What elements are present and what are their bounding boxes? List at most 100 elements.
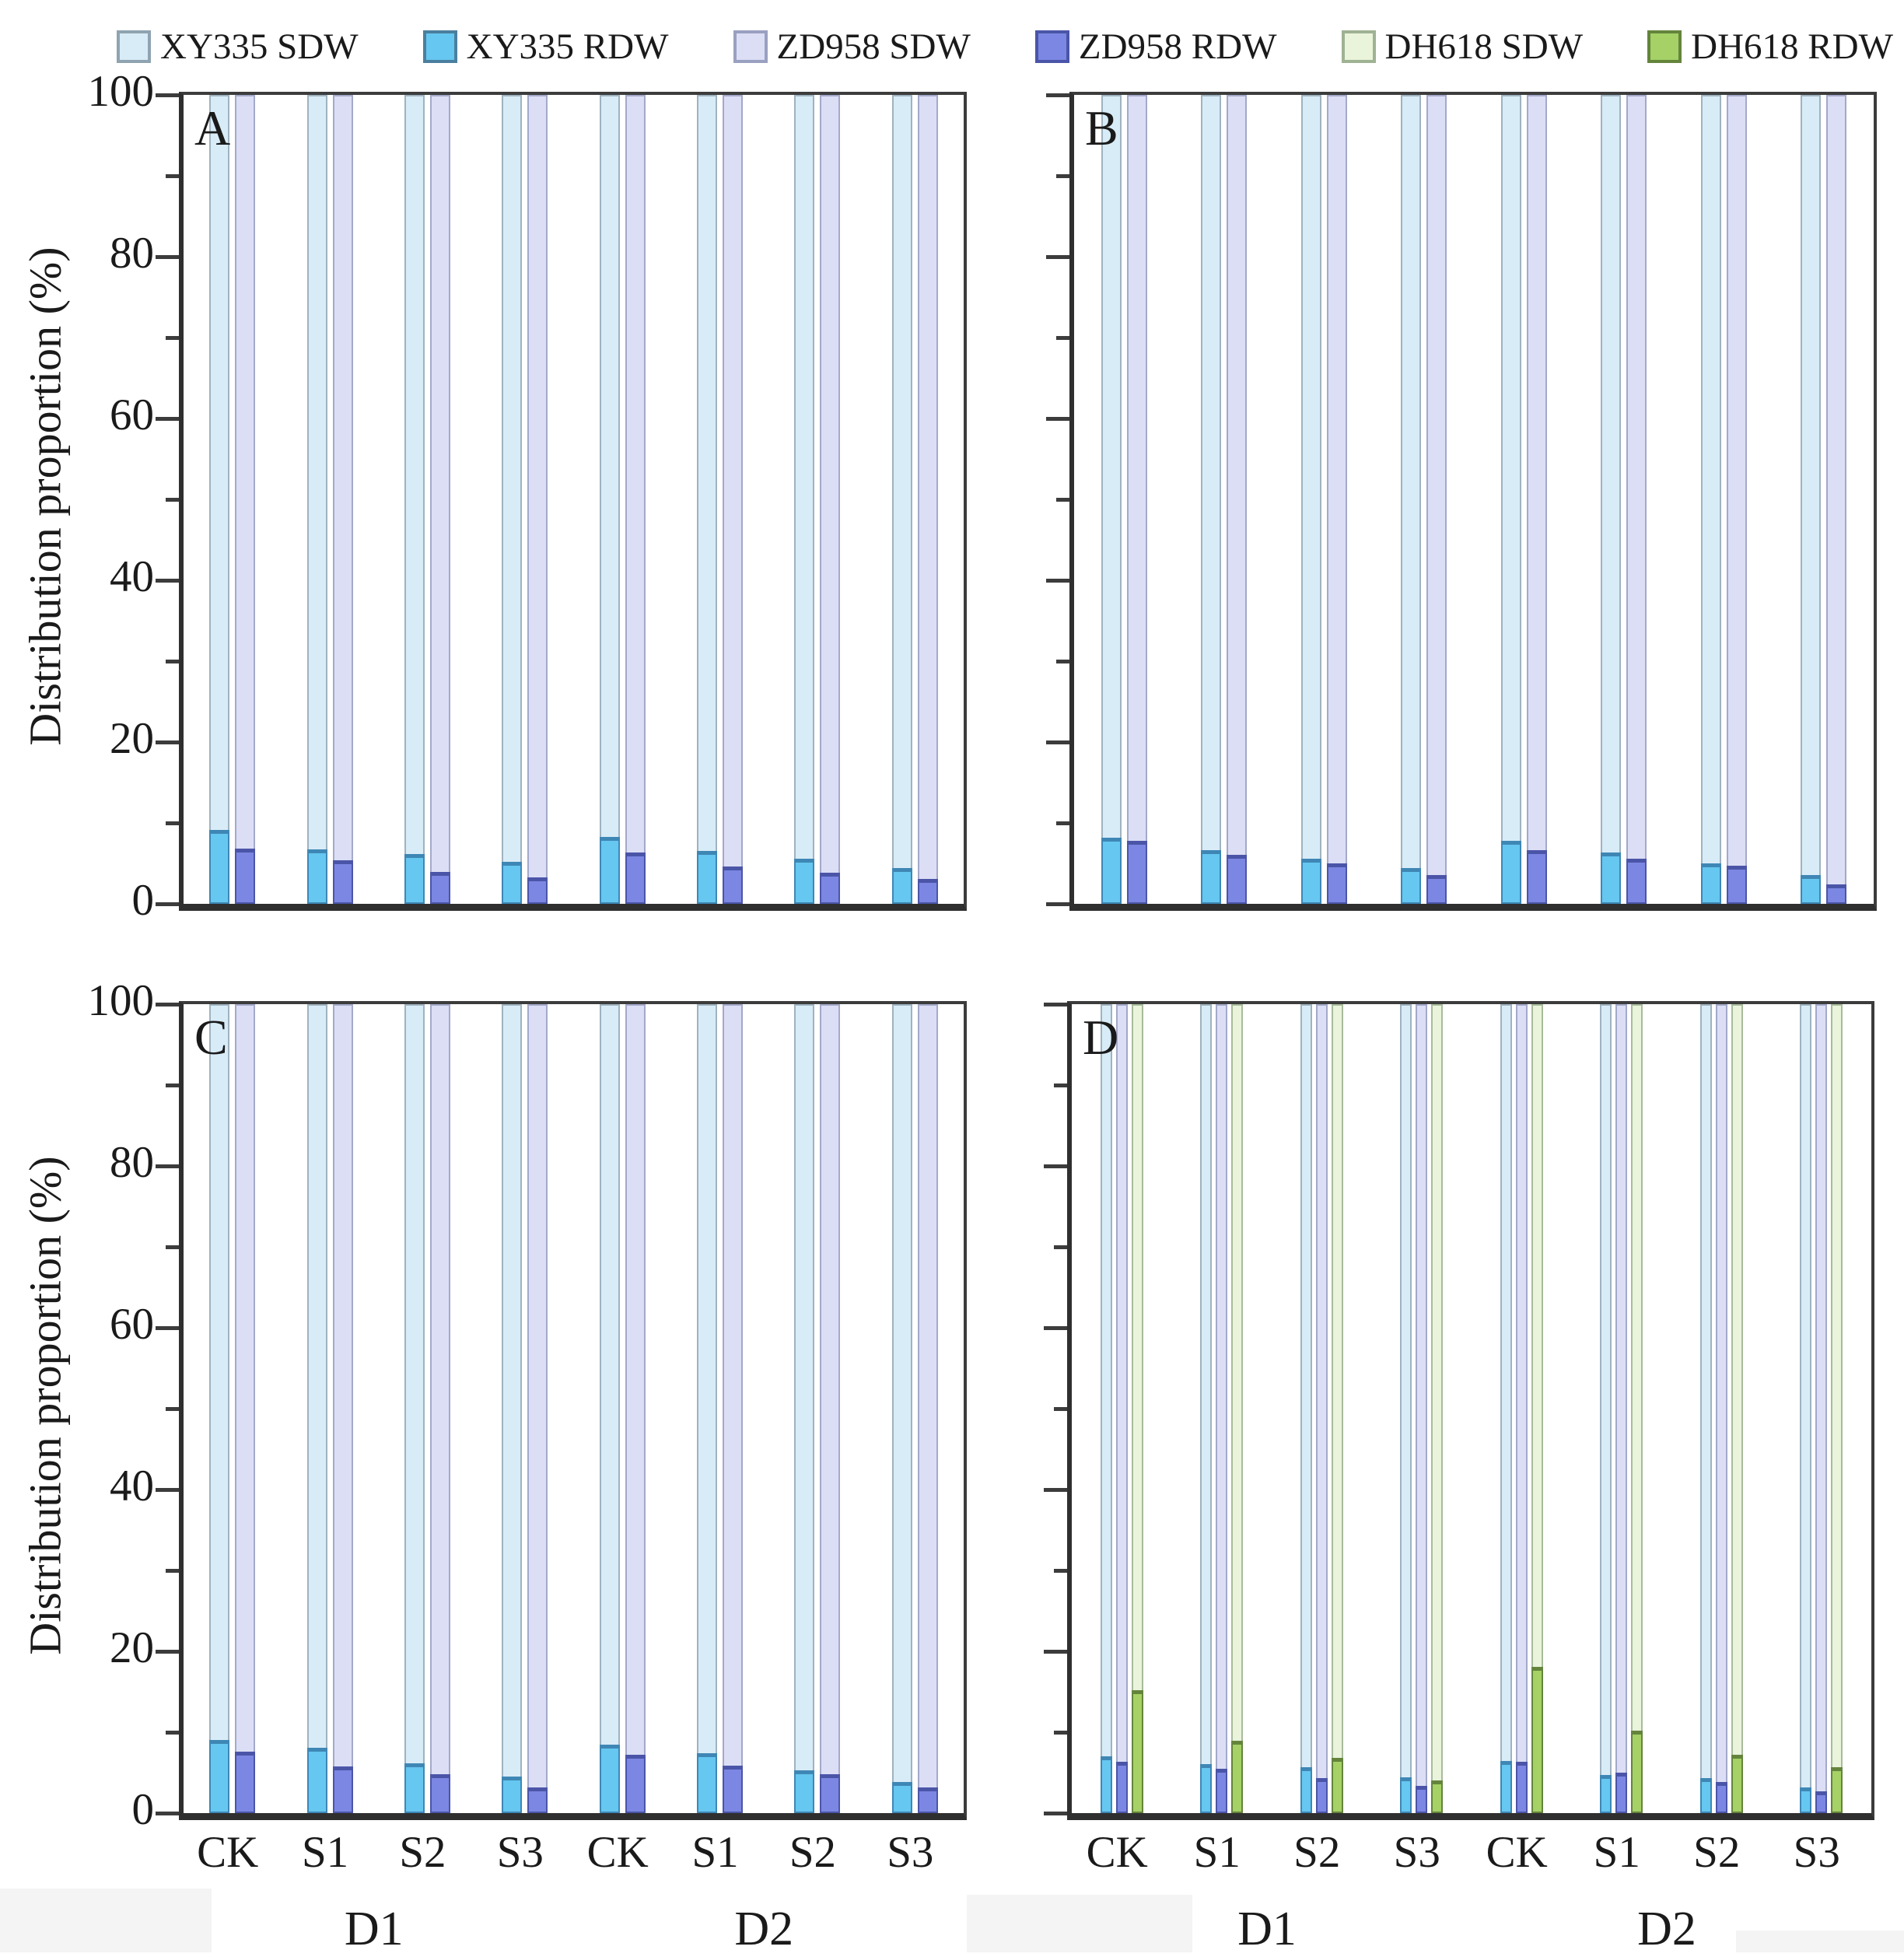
y-tick-40 — [1044, 1487, 1067, 1492]
y-tick-40 — [156, 1487, 179, 1492]
panel-D-bars — [1072, 1004, 1871, 1813]
bar-C-D2-S1-ZD958-sdw — [723, 1004, 744, 1813]
group-D1-S2 — [379, 95, 476, 904]
bar-A-D1-S3-XY335-sdw — [502, 95, 523, 904]
y-tick-60 — [1044, 1325, 1067, 1330]
group-D1-CK — [1074, 95, 1174, 904]
bar-D-D1-S1-DH618-sdw — [1231, 1004, 1244, 1813]
bar-D-D2-S2-XY335-rdw — [1699, 1778, 1712, 1813]
bar-C-D2-S2-XY335-sdw — [794, 1004, 815, 1813]
y-tick-label-100: 100 — [87, 976, 155, 1025]
bar-C-D1-S3-ZD958-rdw — [527, 1787, 548, 1813]
legend-item: ZD958 SDW — [733, 26, 971, 68]
bar-C-D1-S1-ZD958-rdw — [332, 1766, 353, 1813]
bar-A-D1-S1-ZD958-sdw — [332, 95, 353, 904]
legend-label: XY335 SDW — [160, 26, 359, 67]
bar-C-D2-S1-ZD958-rdw — [723, 1765, 744, 1813]
bar-A-D1-CK-ZD958-rdw — [235, 848, 256, 904]
bar-D-D1-S3-XY335-rdw — [1400, 1777, 1412, 1813]
bar-B-D2-S2-XY335-rdw — [1700, 863, 1721, 904]
bar-B-D2-S2-ZD958-rdw — [1726, 866, 1747, 904]
y-tick-100 — [1044, 1002, 1067, 1007]
bar-B-D1-S2-XY335-sdw — [1300, 95, 1321, 904]
x-label-S1: S1 — [691, 1828, 739, 1877]
x-label-S1: S1 — [301, 1828, 349, 1877]
panel-letter-B: B — [1085, 100, 1118, 156]
y-tick-label-20: 20 — [110, 714, 154, 763]
bar-A-D1-CK-XY335-rdw — [209, 829, 230, 904]
bar-D-D1-S3-ZD958-sdw — [1416, 1004, 1428, 1813]
bar-A-D2-S1-XY335-rdw — [697, 850, 718, 904]
bar-C-D1-CK-XY335-rdw — [209, 1739, 230, 1813]
bar-C-D2-CK-XY335-rdw — [599, 1744, 620, 1813]
legend-item: DH618 SDW — [1341, 26, 1584, 68]
legend-item: XY335 SDW — [117, 26, 359, 68]
y-tick-80 — [156, 254, 179, 259]
bar-D-D1-CK-ZD958-sdw — [1115, 1004, 1128, 1813]
bar-B-D1-S1-ZD958-sdw — [1227, 95, 1248, 904]
bar-C-D1-CK-XY335-sdw — [209, 1004, 230, 1813]
group-D1-S1 — [281, 95, 378, 904]
group-D1-S3 — [1372, 1004, 1472, 1813]
bar-B-D2-S3-XY335-sdw — [1801, 95, 1822, 904]
bar-D-D2-S1-ZD958-sdw — [1615, 1004, 1628, 1813]
bar-D-D2-CK-ZD958-sdw — [1515, 1004, 1528, 1813]
bar-D-D2-S3-DH618-sdw — [1831, 1004, 1843, 1813]
bar-A-D1-S2-ZD958-rdw — [429, 871, 450, 904]
bar-B-D2-CK-XY335-sdw — [1500, 95, 1521, 904]
bar-D-D2-S3-ZD958-rdw — [1815, 1791, 1828, 1813]
legend-label: DH618 SDW — [1384, 26, 1584, 67]
legend-item: ZD958 RDW — [1034, 26, 1277, 68]
bar-D-D2-CK-DH618-sdw — [1531, 1004, 1543, 1813]
bar-A-D2-CK-ZD958-rdw — [625, 852, 646, 904]
density-label-D1: D1 — [1237, 1903, 1297, 1955]
bar-C-D1-S1-XY335-sdw — [306, 1004, 327, 1813]
y-tick-0 — [156, 901, 179, 906]
panel-B-bars — [1074, 95, 1874, 904]
y-axis-title-top: Distribution proportion (%) — [19, 247, 71, 746]
bar-A-D2-S3-ZD958-sdw — [917, 95, 938, 904]
bar-B-D1-S1-ZD958-rdw — [1227, 854, 1248, 904]
bar-A-D2-CK-XY335-sdw — [599, 95, 620, 904]
bar-D-D2-S3-XY335-rdw — [1800, 1787, 1812, 1813]
bar-B-D1-CK-XY335-sdw — [1101, 95, 1122, 904]
bar-C-D1-S2-ZD958-sdw — [429, 1004, 450, 1813]
group-D2-S2 — [768, 1004, 866, 1813]
bar-B-D1-CK-ZD958-sdw — [1126, 95, 1147, 904]
bar-C-D2-S1-XY335-rdw — [697, 1753, 718, 1813]
legend-label: DH618 RDW — [1691, 26, 1893, 67]
legend-label: ZD958 RDW — [1078, 26, 1277, 67]
group-D1-CK — [1072, 1004, 1172, 1813]
y-tick-30 — [1056, 659, 1069, 663]
y-tick-0 — [1046, 901, 1069, 906]
y-tick-20 — [156, 1649, 179, 1654]
y-tick-40 — [1046, 578, 1069, 583]
y-tick-10 — [1056, 821, 1069, 825]
group-D1-S1 — [1174, 95, 1275, 904]
bar-B-D1-S2-ZD958-sdw — [1326, 95, 1347, 904]
bar-B-D1-CK-ZD958-rdw — [1126, 841, 1147, 904]
bar-D-D2-S3-ZD958-sdw — [1815, 1004, 1828, 1813]
bar-A-D1-S1-ZD958-rdw — [332, 860, 353, 904]
bar-C-D1-S3-XY335-rdw — [502, 1777, 523, 1813]
y-tick-50 — [166, 1406, 179, 1411]
legend-swatch-icon — [117, 30, 151, 63]
density-label-D2: D2 — [1637, 1903, 1696, 1955]
group-D2-CK — [1474, 95, 1574, 904]
y-tick-0 — [1044, 1811, 1067, 1815]
bar-D-D2-S2-XY335-sdw — [1699, 1004, 1712, 1813]
bar-A-D2-CK-XY335-rdw — [599, 837, 620, 904]
bar-A-D1-CK-XY335-sdw — [209, 95, 230, 904]
bar-B-D2-S3-ZD958-sdw — [1826, 95, 1847, 904]
bar-D-D1-S3-DH618-sdw — [1431, 1004, 1444, 1813]
y-tick-50 — [1054, 1406, 1067, 1411]
bar-A-D2-S1-ZD958-sdw — [723, 95, 744, 904]
group-D2-CK — [574, 1004, 671, 1813]
bar-B-D2-S1-XY335-sdw — [1601, 95, 1622, 904]
bar-B-D2-S2-ZD958-sdw — [1726, 95, 1747, 904]
bar-D-D2-S2-DH618-sdw — [1731, 1004, 1743, 1813]
legend-swatch-icon — [733, 30, 768, 63]
bar-A-D1-S2-XY335-sdw — [404, 95, 425, 904]
group-D1-S2 — [1272, 1004, 1372, 1813]
bar-C-D1-S3-ZD958-sdw — [527, 1004, 548, 1813]
